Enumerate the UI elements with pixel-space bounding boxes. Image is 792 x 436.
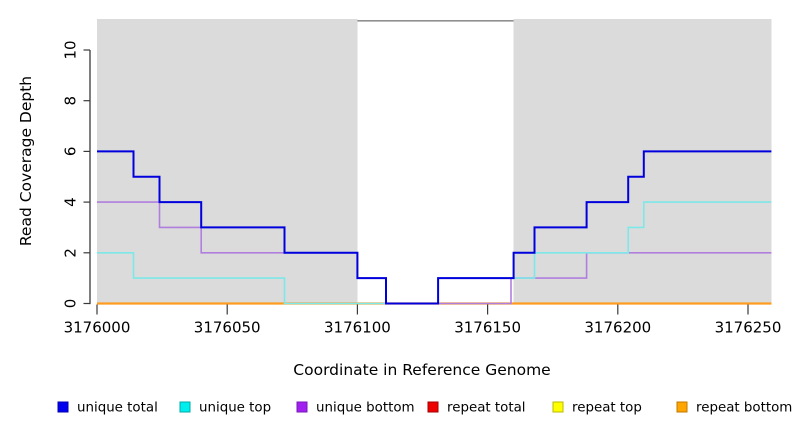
legend-label-repeat-bottom: repeat bottom	[696, 401, 792, 416]
y-tick-label: 6	[62, 147, 80, 157]
x-tick-label: 3176150	[454, 319, 521, 337]
x-tick-label: 3176050	[194, 319, 261, 337]
series-lines	[97, 150, 772, 305]
shaded-region	[513, 19, 772, 305]
legend-label-unique-total: unique total	[77, 401, 158, 416]
legend-swatch-unique-bottom	[296, 401, 308, 413]
y-tick-label: 0	[62, 299, 80, 309]
legend-label-unique-bottom: unique bottom	[316, 401, 415, 416]
legend-swatch-unique-total	[57, 401, 69, 413]
legend-swatch-repeat-top	[552, 401, 564, 413]
x-axis-title: Coordinate in Reference Genome	[293, 361, 550, 379]
legend-swatch-repeat-total	[427, 401, 439, 413]
legend-label-repeat-top: repeat top	[572, 401, 642, 416]
shaded-regions	[97, 19, 772, 305]
axes: 0 2 4 6 8 10 3176000 3176050 3176100 3176150 31762…	[62, 40, 782, 336]
legend-label-unique-top: unique top	[199, 401, 271, 416]
y-tick-label: 10	[62, 40, 80, 59]
y-tick-label: 2	[62, 248, 80, 258]
y-tick-label: 8	[62, 96, 80, 106]
y-tick-label: 4	[62, 197, 80, 207]
legend-swatch-unique-top	[179, 401, 191, 413]
legend-label-repeat-total: repeat total	[447, 401, 526, 416]
x-tick-label: 3176000	[64, 319, 131, 337]
x-tick-label: 3176100	[324, 319, 391, 337]
x-tick-label: 3176200	[584, 319, 651, 337]
shaded-region	[97, 19, 358, 305]
legend-swatch-repeat-bottom	[676, 401, 688, 413]
series-line-unique-total	[97, 150, 772, 305]
x-tick-label: 3176250	[715, 319, 782, 337]
legend: unique total unique top unique bottom repea…	[57, 401, 792, 416]
y-axis-title: Read Coverage Depth	[17, 76, 35, 246]
